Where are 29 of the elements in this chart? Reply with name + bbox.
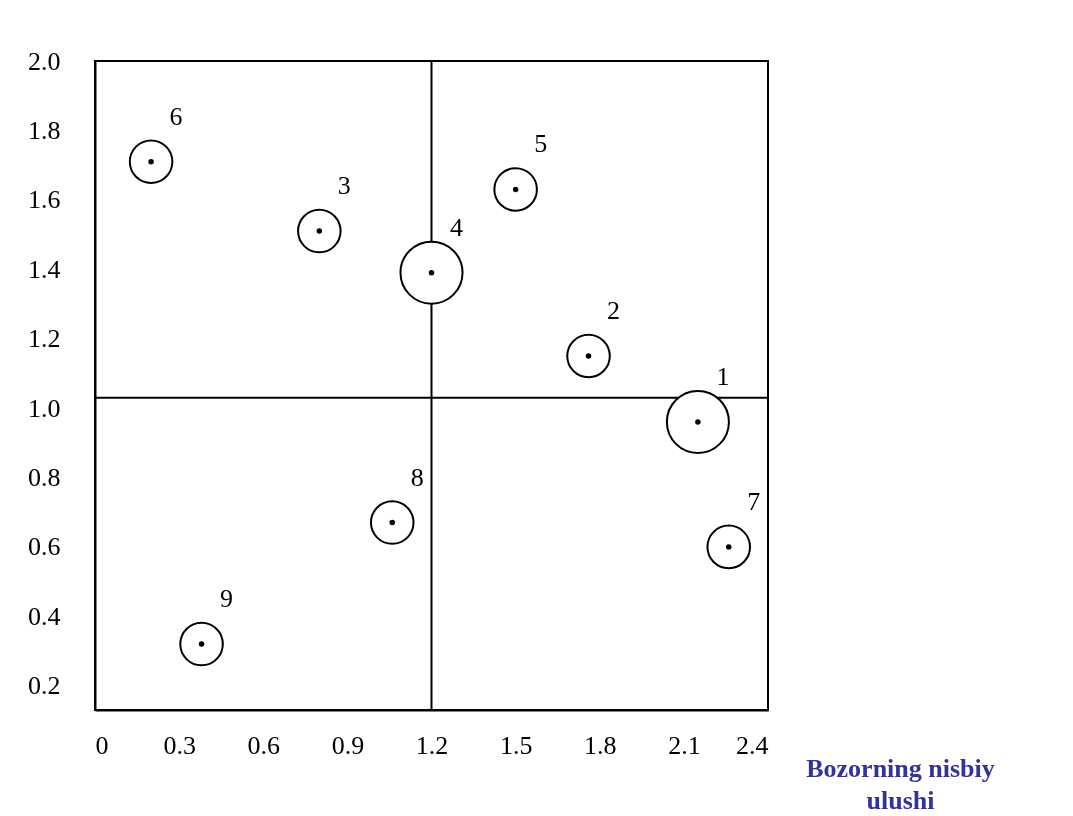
- annotation: 9: [220, 584, 234, 614]
- y-tick-label: 2.0: [28, 46, 61, 76]
- annotation: 7: [747, 486, 761, 516]
- y-tick-label: 0.6: [28, 532, 61, 562]
- y-tick-label: 0.2: [28, 671, 61, 701]
- annotation: 4: [450, 212, 463, 242]
- x-tick-label: 0.3: [163, 730, 196, 760]
- y-tick-label: 1.0: [28, 393, 61, 423]
- y-tick-label: 1.4: [28, 254, 61, 284]
- y-tick-label: 0.4: [28, 601, 61, 631]
- x-tick-label: 2.1: [668, 730, 701, 760]
- x-tick-label: 1.5: [499, 730, 533, 760]
- y-tick-label: 1.8: [28, 115, 61, 145]
- y-tick-label: 0.8: [28, 462, 61, 492]
- x-tick-label: 1.8: [584, 730, 617, 760]
- annotation: 3: [337, 171, 351, 201]
- annotation: 5: [534, 129, 548, 159]
- x-tick-label: 0: [95, 730, 109, 760]
- x-tick-label: 0.9: [331, 730, 365, 760]
- annotation: 2: [607, 296, 621, 325]
- x-tick-label: 1.2: [415, 730, 449, 760]
- annotation: 6: [169, 101, 183, 131]
- x-tick-label: 2.4: [736, 730, 769, 760]
- annotation: 1: [716, 361, 730, 391]
- y-tick-label: 1.2: [28, 324, 61, 354]
- annotation: 8: [410, 462, 424, 492]
- x-axis-title: Bozorning nisbiy ulushi: [806, 753, 995, 815]
- y-tick-label: 1.6: [28, 185, 61, 215]
- x-tick-label: 0.6: [247, 730, 280, 760]
